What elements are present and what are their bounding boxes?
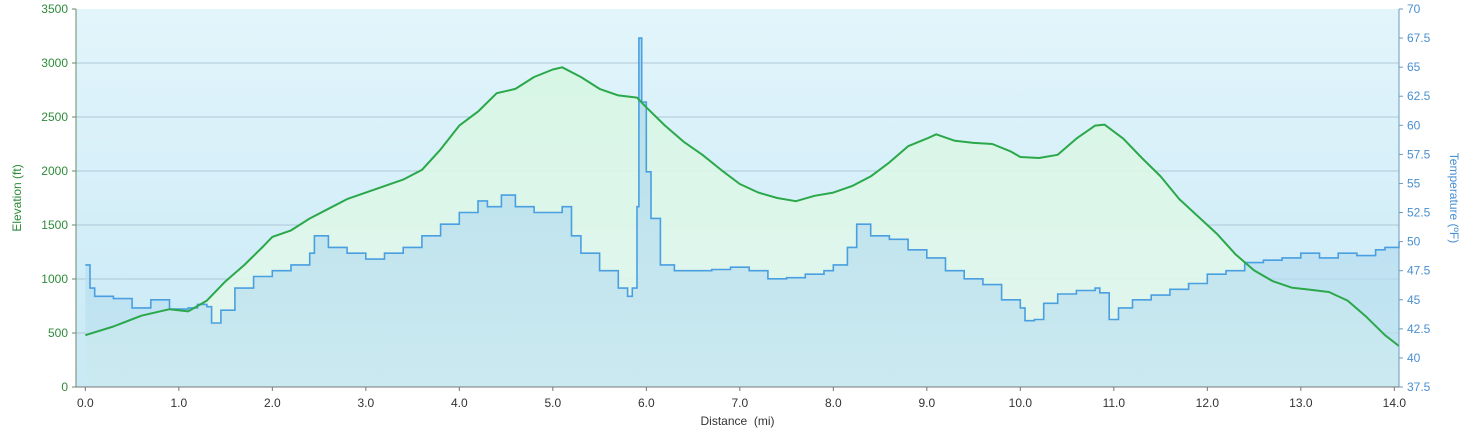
y-left-tick-label: 0 <box>61 380 68 394</box>
temperature-area <box>85 38 1399 387</box>
x-tick-label: 12.0 <box>1196 396 1220 410</box>
y-right-tick-label: 45 <box>1407 293 1421 307</box>
y-right-tick-label: 60 <box>1407 118 1421 132</box>
x-axis-title: Distance (mi) <box>700 414 774 428</box>
x-tick-label: 14.0 <box>1383 396 1407 410</box>
x-tick-label: 3.0 <box>358 396 375 410</box>
y-axis-left-title: Elevation (ft) <box>10 164 24 231</box>
y-left-tick-label: 2000 <box>41 164 68 178</box>
axes-layer <box>72 8 1403 391</box>
x-tick-label: 1.0 <box>171 396 188 410</box>
y-left-tick-label: 500 <box>48 326 68 340</box>
y-right-tick-label: 52.5 <box>1407 206 1431 220</box>
y-left-tick-label: 3500 <box>41 2 68 16</box>
x-tick-label: 6.0 <box>638 396 655 410</box>
x-tick-label: 9.0 <box>918 396 935 410</box>
x-tick-label: 8.0 <box>825 396 842 410</box>
y-right-tick-label: 37.5 <box>1407 380 1431 394</box>
y-right-tick-label: 62.5 <box>1407 89 1431 103</box>
y-right-tick-label: 42.5 <box>1407 322 1431 336</box>
y-left-tick-label: 1000 <box>41 272 68 286</box>
x-tick-label: 4.0 <box>451 396 468 410</box>
y-right-tick-label: 50 <box>1407 235 1421 249</box>
y-right-tick-label: 40 <box>1407 351 1421 365</box>
tick-labels: 0 500 1000 1500 2000 2500 3000 3500 37.5 40 42.5 45… <box>41 2 1430 410</box>
y-left-tick-label: 2500 <box>41 110 68 124</box>
x-tick-label: 2.0 <box>264 396 281 410</box>
y-left-tick-label: 1500 <box>41 218 68 232</box>
x-tick-label: 13.0 <box>1289 396 1313 410</box>
y-right-tick-label: 55 <box>1407 176 1421 190</box>
y-right-tick-label: 70 <box>1407 2 1421 16</box>
elevation-line <box>85 66 1400 347</box>
temperature-line <box>85 37 1400 324</box>
x-tick-label: 0.0 <box>77 396 94 410</box>
x-tick-label: 10.0 <box>1009 396 1033 410</box>
x-tick-label: 5.0 <box>544 396 561 410</box>
y-right-tick-label: 47.5 <box>1407 264 1431 278</box>
y-axis-right-title: Temperature (ºF) <box>1447 153 1461 243</box>
x-tick-label: 11.0 <box>1103 396 1126 410</box>
y-left-tick-label: 3000 <box>41 56 68 70</box>
y-right-tick-label: 57.5 <box>1407 147 1431 161</box>
x-tick-label: 7.0 <box>731 396 748 410</box>
series-layer <box>85 37 1400 388</box>
y-right-tick-label: 65 <box>1407 60 1421 74</box>
y-right-tick-label: 67.5 <box>1407 31 1431 45</box>
